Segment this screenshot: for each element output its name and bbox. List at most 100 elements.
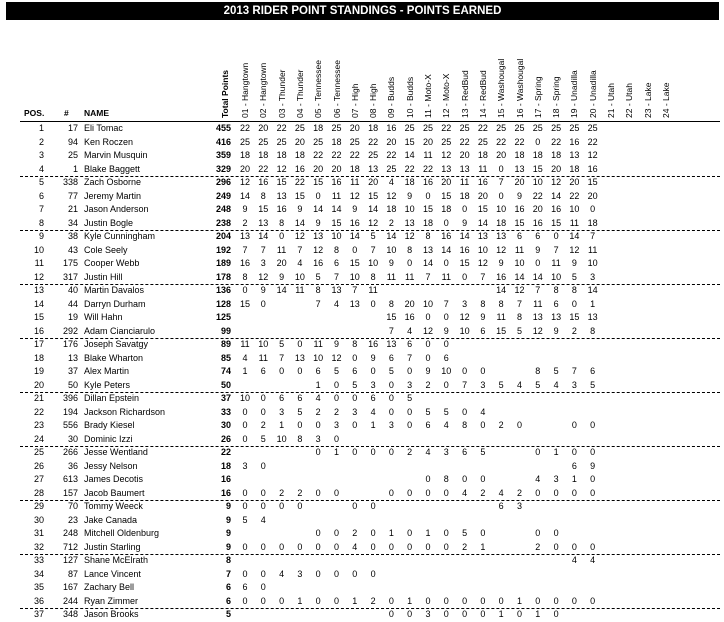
round-points: 20 xyxy=(441,177,452,187)
round-points: 20 xyxy=(551,163,562,174)
round-points: 0 xyxy=(242,433,248,444)
round-points: 0 xyxy=(443,258,449,268)
round-points: 0 xyxy=(443,217,449,228)
round-points: 14 xyxy=(477,217,488,228)
round-points: 18 xyxy=(496,217,507,228)
rider-number: 338 xyxy=(62,177,78,187)
round-points: 0 xyxy=(260,568,266,579)
round-points: 0 xyxy=(297,501,303,511)
round-points: 14 xyxy=(404,150,415,160)
round-points: 5 xyxy=(443,406,449,417)
round-points: 22 xyxy=(313,150,324,160)
round-points: 8 xyxy=(242,271,248,282)
round-points: 13 xyxy=(294,352,305,363)
round-points: 12 xyxy=(587,150,598,160)
round-points: 14 xyxy=(551,190,562,201)
round-points: 15 xyxy=(477,204,488,214)
round-points: 0 xyxy=(352,501,358,511)
round-points: 0 xyxy=(553,595,559,606)
round-points: 0 xyxy=(388,609,394,619)
round-points: 10 xyxy=(422,298,433,309)
round-points: 20 xyxy=(422,136,433,147)
round-points: 13 xyxy=(532,312,543,322)
round-points: 20 xyxy=(331,163,342,174)
round-points: 3 xyxy=(553,474,559,484)
round-points: 0 xyxy=(260,460,266,471)
header-round-19: 19 - Unadilla xyxy=(569,70,580,118)
round-points: 0 xyxy=(480,366,486,376)
round-points: 0 xyxy=(407,541,413,552)
round-points: 15 xyxy=(276,177,287,187)
position: 35 xyxy=(33,582,44,592)
round-points: 16 xyxy=(459,244,470,255)
position: 6 xyxy=(38,190,44,201)
header-round-11: 11 - Moto-X xyxy=(423,74,433,118)
rider-name: Blake Wharton xyxy=(84,352,144,363)
round-points: 25 xyxy=(587,123,598,133)
round-points: 4 xyxy=(498,487,504,498)
round-points: 0 xyxy=(590,447,596,457)
round-points: 12 xyxy=(386,190,397,201)
round-points: 18 xyxy=(294,150,305,160)
rider-number: 194 xyxy=(62,406,78,417)
total-points: 136 xyxy=(215,285,231,295)
round-points: 22 xyxy=(514,136,525,147)
round-points: 6 xyxy=(242,582,248,592)
rider-number: 19 xyxy=(67,312,78,322)
round-points: 10 xyxy=(459,325,470,336)
round-points: 7 xyxy=(333,271,339,282)
group-divider xyxy=(20,554,720,555)
round-points: 3 xyxy=(407,379,413,390)
round-points: 5 xyxy=(407,393,413,403)
rider-number: 1 xyxy=(72,163,78,174)
round-points: 16 xyxy=(294,163,305,174)
round-points: 11 xyxy=(276,244,287,255)
round-points: 7 xyxy=(498,177,504,187)
header-round-22: 22 - Utah xyxy=(624,83,635,118)
round-points: 9 xyxy=(571,258,577,268)
rider-name: Justin Bogle xyxy=(84,217,134,228)
round-points: 5 xyxy=(571,271,577,282)
total-points: 7 xyxy=(225,568,231,579)
round-points: 4 xyxy=(279,568,285,579)
position: 30 xyxy=(33,514,44,525)
group-divider xyxy=(20,446,720,447)
round-points: 18 xyxy=(587,217,598,228)
position: 9 xyxy=(38,231,44,241)
round-points: 9 xyxy=(498,258,504,268)
round-points: 2 xyxy=(388,217,394,228)
round-points: 2 xyxy=(315,406,321,417)
round-points: 10 xyxy=(276,433,287,444)
round-points: 4 xyxy=(571,555,577,565)
round-points: 8 xyxy=(260,190,266,201)
total-points: 178 xyxy=(215,271,231,282)
round-points: 0 xyxy=(553,528,559,538)
round-points: 16 xyxy=(477,177,488,187)
round-points: 0 xyxy=(425,541,431,552)
round-points: 16 xyxy=(441,231,452,241)
round-points: 11 xyxy=(459,177,470,187)
rider-name: Adam Cianciarulo xyxy=(84,325,156,336)
round-points: 18 xyxy=(368,123,379,133)
round-points: 25 xyxy=(441,136,452,147)
round-points: 11 xyxy=(405,271,415,282)
round-points: 0 xyxy=(462,474,468,484)
round-points: 8 xyxy=(407,244,413,255)
round-points: 14 xyxy=(459,231,470,241)
round-points: 0 xyxy=(388,447,394,457)
header-round-1: 01 - Hangtown xyxy=(240,62,250,118)
round-points: 0 xyxy=(315,447,321,457)
round-points: 14 xyxy=(496,285,507,295)
round-points: 4 xyxy=(443,420,449,430)
round-points: 4 xyxy=(352,541,358,552)
round-points: 8 xyxy=(352,339,358,349)
round-points: 7 xyxy=(535,285,541,295)
total-points: 8 xyxy=(225,555,231,565)
round-points: 8 xyxy=(425,231,431,241)
round-points: 0 xyxy=(462,366,468,376)
round-points: 16 xyxy=(496,271,507,282)
round-points: 18 xyxy=(313,123,324,133)
round-points: 0 xyxy=(279,501,285,511)
round-points: 14 xyxy=(587,285,598,295)
round-points: 0 xyxy=(242,568,248,579)
